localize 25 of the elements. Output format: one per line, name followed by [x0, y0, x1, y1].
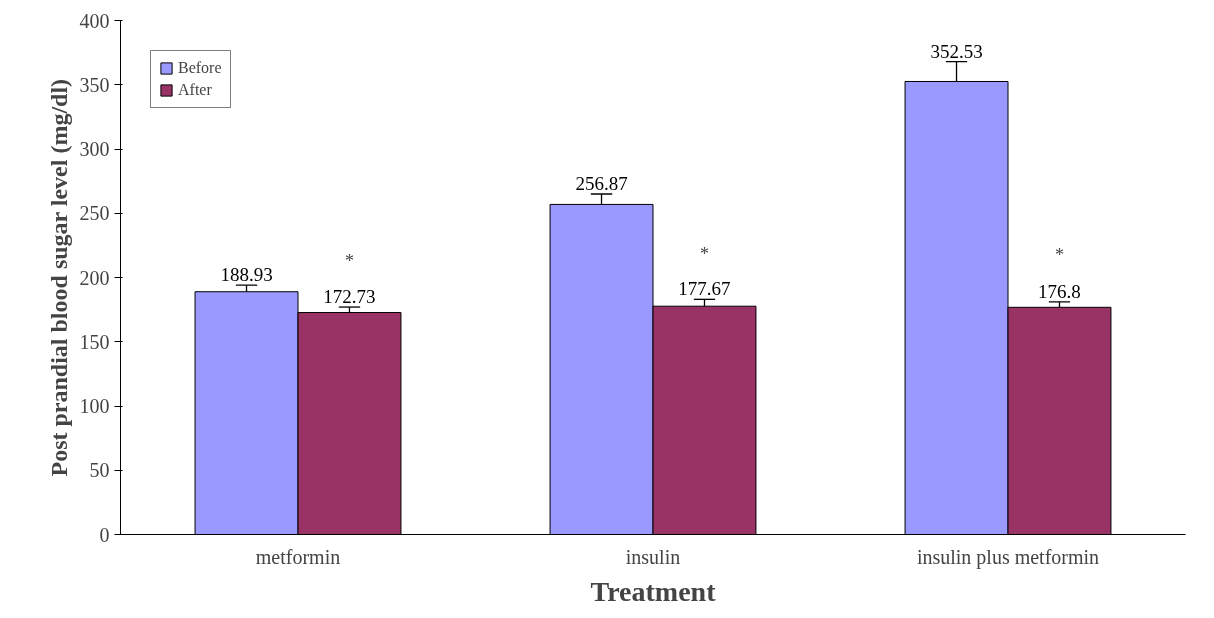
x-axis-title: Treatment: [590, 575, 717, 607]
annotation: *: [699, 244, 709, 265]
data-label: 256.87: [575, 172, 628, 194]
annotation: *: [1054, 245, 1064, 266]
x-tick-label: metformin: [255, 545, 341, 568]
y-tick-label: 100: [79, 395, 110, 417]
annotation: *: [344, 250, 354, 271]
y-axis-title: Post prandial blood sugar level (mg/dl): [45, 78, 72, 477]
y-tick-label: 400: [79, 9, 110, 32]
x-tick-label: insulin: [625, 545, 681, 568]
data-label: 177.67: [678, 278, 731, 300]
data-label: 172.73: [323, 286, 376, 308]
x-tick-label: insulin plus metformin: [916, 545, 1100, 569]
y-tick-label: 300: [79, 138, 110, 160]
y-tick-label: 150: [79, 330, 110, 353]
legend-label: Before: [178, 59, 222, 77]
y-tick-label: 350: [79, 73, 110, 96]
data-label: 176.8: [1038, 280, 1081, 302]
y-tick-label: 0: [99, 523, 110, 546]
y-tick-label: 200: [79, 266, 110, 289]
y-tick-label: 250: [79, 202, 110, 225]
data-label: 352.53: [930, 40, 983, 62]
data-label: 188.93: [220, 264, 273, 286]
y-tick-label: 50: [89, 459, 110, 482]
legend-label: After: [178, 81, 212, 99]
